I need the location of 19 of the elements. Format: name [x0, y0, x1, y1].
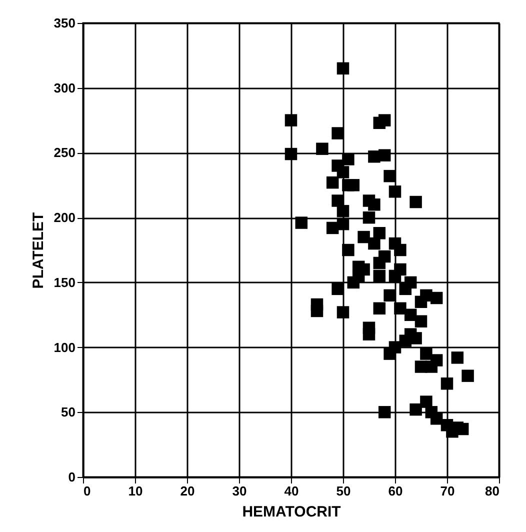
y-tick-label: 350 — [54, 16, 76, 30]
x-tick-label: 80 — [485, 484, 500, 498]
x-tick-label: 10 — [128, 484, 143, 498]
x-tick-label: 30 — [232, 484, 247, 498]
y-tick-label: 50 — [61, 404, 76, 420]
x-tick-label: 50 — [336, 484, 351, 498]
y-tick-label: 250 — [54, 145, 76, 160]
y-tick-label: 100 — [54, 340, 76, 355]
y-axis-title: PLATELET — [30, 212, 47, 289]
x-tick-label: 60 — [388, 484, 403, 498]
y-tick-label: 150 — [54, 274, 76, 290]
y-tick-label: 200 — [54, 210, 76, 226]
y-tick-label: 0 — [68, 470, 76, 484]
x-tick-label: 0 — [84, 484, 91, 498]
x-axis-title: HEMATOCRIT — [242, 504, 341, 520]
x-tick-label: 70 — [440, 484, 455, 498]
x-tick-label: 20 — [180, 484, 195, 498]
x-tick-label: 40 — [284, 484, 299, 498]
y-tick-label: 300 — [54, 80, 76, 96]
